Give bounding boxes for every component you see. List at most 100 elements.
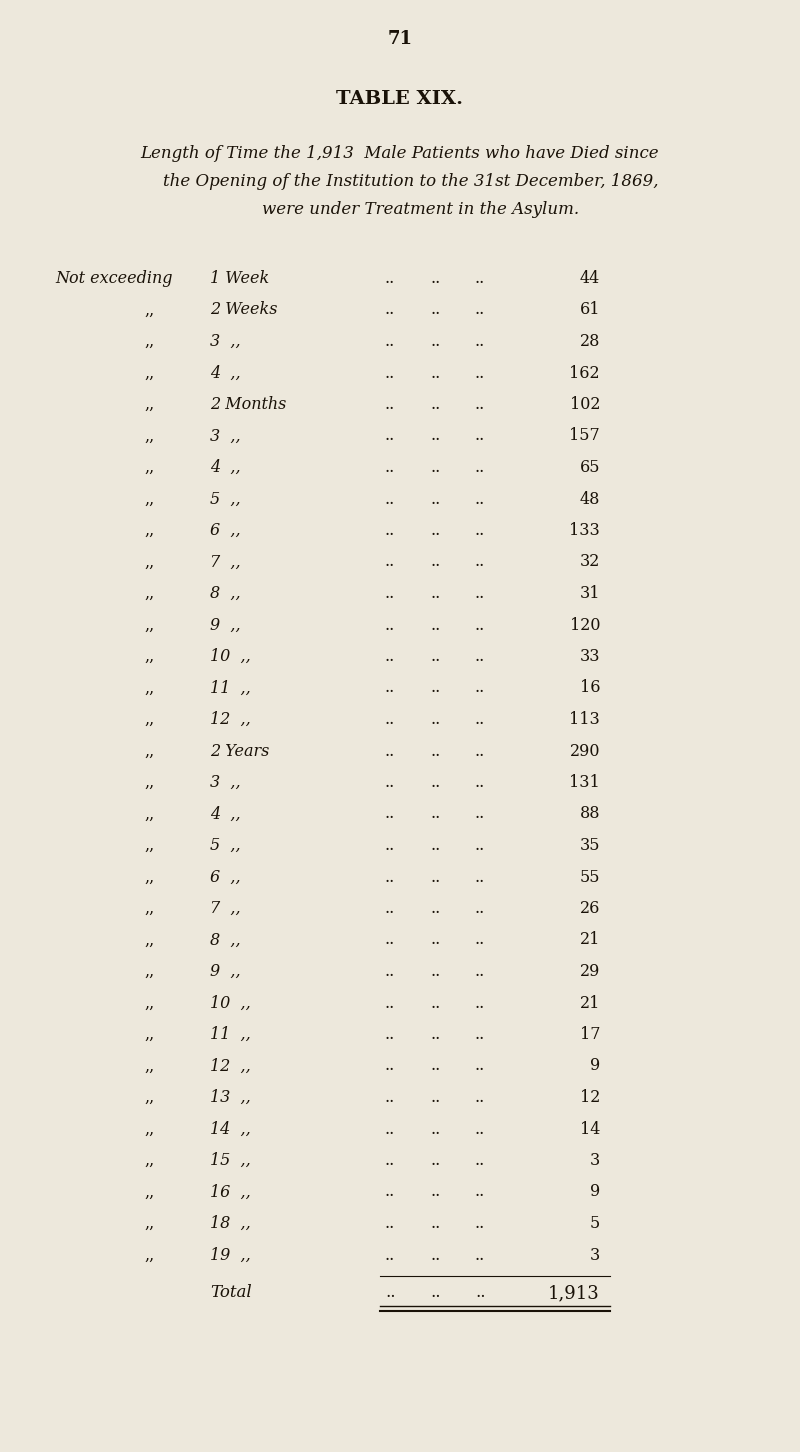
Text: ..: .. [475, 396, 486, 412]
Text: ..: .. [475, 742, 486, 759]
Text: 9: 9 [590, 1057, 600, 1074]
Text: ..: .. [385, 1215, 395, 1231]
Text: 16  ,,: 16 ,, [210, 1183, 250, 1201]
Text: 1,913: 1,913 [548, 1284, 600, 1302]
Text: 6  ,,: 6 ,, [210, 868, 241, 886]
Text: 3: 3 [590, 1246, 600, 1263]
Text: ,,: ,, [145, 932, 155, 948]
Text: ..: .. [475, 680, 486, 697]
Text: ,,: ,, [145, 1057, 155, 1074]
Text: ,,: ,, [145, 427, 155, 444]
Text: 3: 3 [590, 1151, 600, 1169]
Text: ..: .. [475, 1246, 486, 1263]
Text: Length of Time the 1,913  Male Patients who have Died since: Length of Time the 1,913 Male Patients w… [141, 145, 659, 163]
Text: ..: .. [430, 396, 440, 412]
Text: ..: .. [430, 1027, 440, 1043]
Text: ,,: ,, [145, 1151, 155, 1169]
Text: ..: .. [430, 270, 440, 287]
Text: 16: 16 [579, 680, 600, 697]
Text: ..: .. [430, 1246, 440, 1263]
Text: 162: 162 [570, 364, 600, 382]
Text: ..: .. [385, 302, 395, 318]
Text: ,,: ,, [145, 523, 155, 539]
Text: ..: .. [430, 585, 440, 603]
Text: 120: 120 [570, 617, 600, 633]
Text: 4  ,,: 4 ,, [210, 806, 241, 822]
Text: 2 Years: 2 Years [210, 742, 270, 759]
Text: ..: .. [385, 1027, 395, 1043]
Text: ..: .. [385, 427, 395, 444]
Text: 3  ,,: 3 ,, [210, 427, 241, 444]
Text: 2 Weeks: 2 Weeks [210, 302, 278, 318]
Text: ..: .. [475, 963, 486, 980]
Text: ..: .. [475, 491, 486, 508]
Text: ..: .. [385, 553, 395, 571]
Text: ..: .. [475, 1151, 486, 1169]
Text: 6  ,,: 6 ,, [210, 523, 241, 539]
Text: ..: .. [385, 459, 395, 476]
Text: ..: .. [385, 1057, 395, 1074]
Text: ..: .. [430, 995, 440, 1012]
Text: ..: .. [475, 302, 486, 318]
Text: 12  ,,: 12 ,, [210, 711, 250, 727]
Text: 8  ,,: 8 ,, [210, 585, 241, 603]
Text: 7  ,,: 7 ,, [210, 900, 241, 918]
Text: TABLE XIX.: TABLE XIX. [337, 90, 463, 107]
Text: ,,: ,, [145, 1121, 155, 1137]
Text: ..: .. [385, 868, 395, 886]
Text: ..: .. [430, 1284, 441, 1301]
Text: ..: .. [475, 868, 486, 886]
Text: ,,: ,, [145, 963, 155, 980]
Text: ..: .. [385, 585, 395, 603]
Text: ..: .. [430, 459, 440, 476]
Text: ..: .. [385, 742, 395, 759]
Text: 11  ,,: 11 ,, [210, 1027, 250, 1043]
Text: ..: .. [385, 711, 395, 727]
Text: 35: 35 [579, 836, 600, 854]
Text: ..: .. [430, 617, 440, 633]
Text: 31: 31 [579, 585, 600, 603]
Text: 12  ,,: 12 ,, [210, 1057, 250, 1074]
Text: 11  ,,: 11 ,, [210, 680, 250, 697]
Text: 4  ,,: 4 ,, [210, 459, 241, 476]
Text: ..: .. [430, 1089, 440, 1106]
Text: ..: .. [385, 648, 395, 665]
Text: ..: .. [430, 523, 440, 539]
Text: ..: .. [475, 932, 486, 948]
Text: ..: .. [475, 553, 486, 571]
Text: ,,: ,, [145, 585, 155, 603]
Text: 65: 65 [579, 459, 600, 476]
Text: ..: .. [475, 836, 486, 854]
Text: 7  ,,: 7 ,, [210, 553, 241, 571]
Text: ..: .. [385, 270, 395, 287]
Text: ..: .. [475, 1057, 486, 1074]
Text: ..: .. [430, 302, 440, 318]
Text: ..: .. [430, 1183, 440, 1201]
Text: ..: .. [475, 774, 486, 791]
Text: ,,: ,, [145, 648, 155, 665]
Text: ,,: ,, [145, 806, 155, 822]
Text: ..: .. [475, 1215, 486, 1231]
Text: 113: 113 [570, 711, 600, 727]
Text: ..: .. [385, 1246, 395, 1263]
Text: ,,: ,, [145, 868, 155, 886]
Text: ..: .. [385, 1151, 395, 1169]
Text: ..: .. [385, 900, 395, 918]
Text: ..: .. [385, 963, 395, 980]
Text: 61: 61 [579, 302, 600, 318]
Text: 10  ,,: 10 ,, [210, 995, 250, 1012]
Text: ..: .. [430, 836, 440, 854]
Text: 8  ,,: 8 ,, [210, 932, 241, 948]
Text: ..: .. [430, 1151, 440, 1169]
Text: Total: Total [210, 1284, 252, 1301]
Text: ..: .. [385, 806, 395, 822]
Text: ..: .. [475, 995, 486, 1012]
Text: ,,: ,, [145, 302, 155, 318]
Text: ..: .. [430, 1121, 440, 1137]
Text: ..: .. [385, 491, 395, 508]
Text: 19  ,,: 19 ,, [210, 1246, 250, 1263]
Text: 3  ,,: 3 ,, [210, 333, 241, 350]
Text: ,,: ,, [145, 742, 155, 759]
Text: ..: .. [475, 806, 486, 822]
Text: ..: .. [475, 333, 486, 350]
